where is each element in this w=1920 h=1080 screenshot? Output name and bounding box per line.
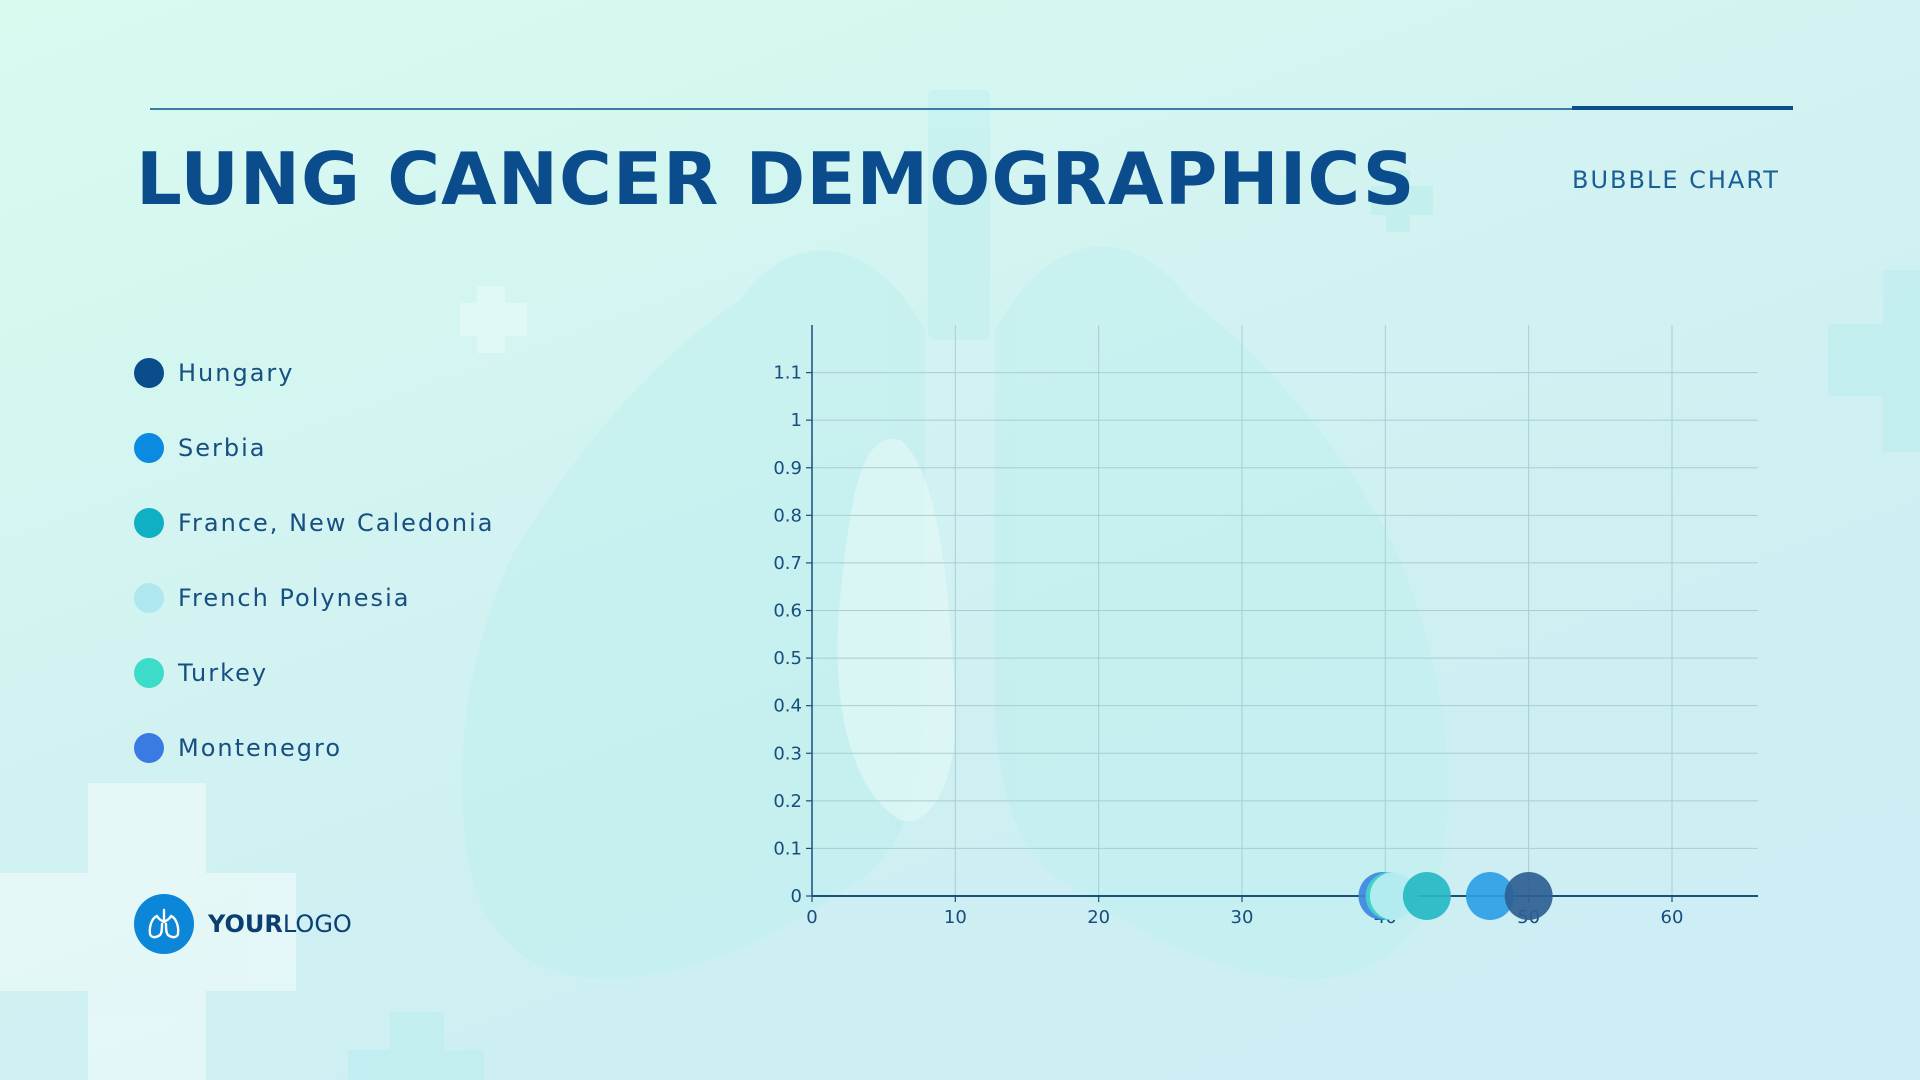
legend-label-montenegro: Montenegro bbox=[178, 733, 343, 762]
page-title: LUNG CANCER DEMOGRAPHICS bbox=[136, 137, 1416, 221]
medical-cross-small bbox=[460, 286, 527, 353]
legend-label-france-new-caledonia: France, New Caledonia bbox=[178, 508, 495, 537]
lungs-icon bbox=[134, 894, 194, 954]
bubble-french-polynesia bbox=[1369, 872, 1418, 920]
legend-swatch-serbia bbox=[134, 432, 164, 463]
x-tick-label: 10 bbox=[944, 907, 967, 928]
x-tick-label: 20 bbox=[1087, 907, 1110, 928]
legend-swatch-france-new-caledonia bbox=[134, 507, 164, 538]
y-tick-label: 1.1 bbox=[773, 363, 802, 384]
y-tick-label: 0.1 bbox=[773, 838, 802, 859]
y-tick-label: 0.8 bbox=[773, 505, 802, 526]
bubble-serbia bbox=[1465, 872, 1514, 920]
medical-cross-top bbox=[1371, 170, 1433, 232]
x-tick-label: 0 bbox=[806, 907, 817, 928]
header-rule bbox=[150, 108, 1793, 110]
bubble-chart-svg: 00.10.20.30.40.50.60.70.80.911.101020304… bbox=[773, 325, 1758, 928]
y-tick-label: 0.3 bbox=[773, 743, 802, 764]
bubble-hungary bbox=[1504, 872, 1553, 920]
logo-wordmark-regular: LOGO bbox=[282, 910, 352, 938]
lungs-icon-glyph bbox=[148, 908, 180, 939]
x-tick-label: 60 bbox=[1661, 907, 1684, 928]
legend-label-hungary: Hungary bbox=[178, 358, 295, 387]
medical-cross-right bbox=[1828, 270, 1920, 452]
header-rule-accent bbox=[1572, 106, 1793, 110]
legend-label-turkey: Turkey bbox=[178, 658, 269, 687]
y-tick-label: 0.6 bbox=[773, 601, 802, 622]
y-tick-label: 0.9 bbox=[773, 458, 802, 479]
y-tick-label: 0 bbox=[791, 886, 802, 907]
medical-cross-bottom bbox=[348, 1012, 484, 1080]
page-subtitle: BUBBLE CHART bbox=[1572, 166, 1780, 194]
lung-highlight bbox=[837, 439, 956, 822]
lungs-silhouette bbox=[462, 90, 1448, 979]
legend-swatch-french-polynesia bbox=[134, 582, 164, 613]
legend-label-french-polynesia: French Polynesia bbox=[178, 583, 411, 612]
y-tick-label: 0.7 bbox=[773, 553, 802, 574]
brand-logo: YOURLOGO bbox=[134, 894, 352, 954]
y-tick-label: 0.4 bbox=[773, 696, 802, 717]
logo-wordmark-bold: YOUR bbox=[208, 910, 283, 938]
legend-item-serbia: Serbia bbox=[134, 425, 494, 470]
legend-swatch-hungary bbox=[134, 357, 164, 388]
bubble-france-new-caledonia bbox=[1402, 872, 1451, 920]
x-tick-label: 30 bbox=[1231, 907, 1254, 928]
legend-swatch-montenegro bbox=[134, 732, 164, 763]
legend-item-france-new-caledonia: France, New Caledonia bbox=[134, 500, 494, 545]
legend-swatch-turkey bbox=[134, 657, 164, 688]
legend-item-montenegro: Montenegro bbox=[134, 725, 494, 770]
y-tick-label: 1 bbox=[791, 410, 802, 431]
y-tick-label: 0.5 bbox=[773, 648, 802, 669]
bubble-chart: 00.10.20.30.40.50.60.70.80.911.101020304… bbox=[740, 310, 1780, 950]
legend-label-serbia: Serbia bbox=[178, 433, 267, 462]
legend-item-turkey: Turkey bbox=[134, 650, 494, 695]
legend-item-hungary: Hungary bbox=[134, 350, 494, 395]
chart-legend: Hungary Serbia France, New Caledonia Fre… bbox=[134, 350, 494, 800]
legend-item-french-polynesia: French Polynesia bbox=[134, 575, 494, 620]
logo-wordmark: YOURLOGO bbox=[208, 910, 352, 938]
y-tick-label: 0.2 bbox=[773, 791, 802, 812]
